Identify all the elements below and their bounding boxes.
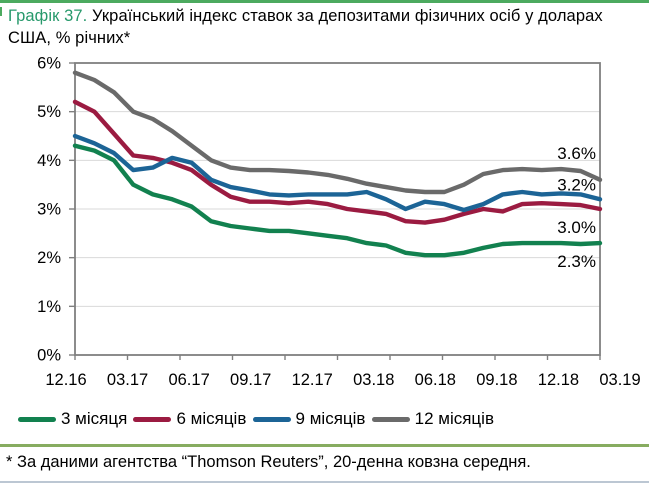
x-axis-label-06.17: 06.17 <box>168 371 209 389</box>
legend-item-3m: 3 місяця <box>18 409 127 429</box>
end-data-label-3.6%: 3.6% <box>557 144 596 163</box>
x-axis-label-12.18: 12.18 <box>538 371 579 389</box>
series-line-12-місяців <box>72 70 603 195</box>
y-axis-label-6%: 6% <box>37 55 61 73</box>
legend-swatch-6m <box>133 416 172 422</box>
chart-figure-title: Графік 37. Український індекс ставок за … <box>8 5 642 49</box>
legend-item-6m: 6 місяців <box>133 409 246 429</box>
y-axis-label-0%: 0% <box>37 347 61 365</box>
legend-swatch-9m <box>252 416 291 422</box>
y-axis-label-3%: 3% <box>37 201 61 219</box>
left-edge-green-mark <box>0 7 2 16</box>
x-axis-label-09.17: 09.17 <box>230 371 271 389</box>
bottom-rule <box>0 481 649 483</box>
x-axis-label-12.16: 12.16 <box>45 371 86 389</box>
series-line-3-місяця <box>72 143 603 258</box>
legend-label-6m: 6 місяців <box>176 409 247 428</box>
chart-title-text: Український індекс ставок за депозитами … <box>8 7 603 47</box>
series-line-9-місяців <box>72 133 603 213</box>
end-data-label-2.3%: 2.3% <box>557 252 596 271</box>
x-axis-label-06.18: 06.18 <box>415 371 456 389</box>
top-green-border <box>0 0 649 3</box>
chart-legend: 3 місяця 6 місяців 9 місяців 12 місяців <box>18 406 494 432</box>
legend-item-12m: 12 місяців <box>371 409 494 429</box>
deposit-rates-line-chart: 0% 1% 2% 3% 4% 5% 6% 12.16 03.17 06.17 09.17 12.17 0… <box>37 55 641 389</box>
legend-label-12m: 12 місяців <box>414 409 494 428</box>
legend-label-9m: 9 місяців <box>295 409 366 428</box>
end-data-label-3.0%: 3.0% <box>557 218 596 237</box>
y-axis-label-1%: 1% <box>37 298 61 316</box>
x-axis-label-03.19: 03.19 <box>599 371 640 389</box>
x-axis-label-12.17: 12.17 <box>292 371 333 389</box>
legend-swatch-3m <box>18 416 56 422</box>
chart-title-prefix: Графік 37. <box>8 7 88 25</box>
legend-item-9m: 9 місяців <box>252 409 366 429</box>
y-axis-label-2%: 2% <box>37 249 61 267</box>
y-axis-label-4%: 4% <box>37 152 61 170</box>
x-axis-label-03.17: 03.17 <box>107 371 148 389</box>
footnote-separator-line <box>0 444 649 447</box>
end-data-label-3.2%: 3.2% <box>557 175 596 194</box>
y-axis-label-5%: 5% <box>37 103 61 121</box>
x-axis-label-03.18: 03.18 <box>353 371 394 389</box>
legend-swatch-12m <box>371 416 410 422</box>
legend-label-3m: 3 місяця <box>61 409 128 428</box>
footnote-text: * За даними агентства “Thomson Reuters”,… <box>6 453 531 471</box>
x-axis-label-09.18: 09.18 <box>476 371 517 389</box>
